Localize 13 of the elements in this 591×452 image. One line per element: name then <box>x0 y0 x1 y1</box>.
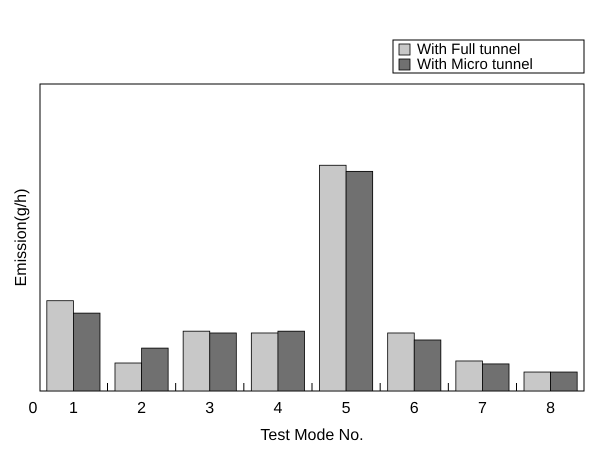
x-tick-label: 8 <box>546 400 556 417</box>
legend-label: With Micro tunnel <box>417 56 533 73</box>
x-tick-label: 7 <box>478 400 487 417</box>
x-tick-label: 5 <box>342 400 351 417</box>
x-tick-label: 6 <box>410 400 419 417</box>
text: 0 <box>28 400 38 417</box>
x-axis-title: Test Mode No. <box>260 427 364 444</box>
x-tick-label: 4 <box>273 400 282 417</box>
y-axis-title: Emission(g/h) <box>13 188 30 286</box>
x-tick-label: 1 <box>68 400 78 417</box>
x-tick-label: 3 <box>205 400 214 417</box>
legend-label: With Full tunnel <box>417 41 520 58</box>
x-tick-label: 2 <box>137 400 146 417</box>
